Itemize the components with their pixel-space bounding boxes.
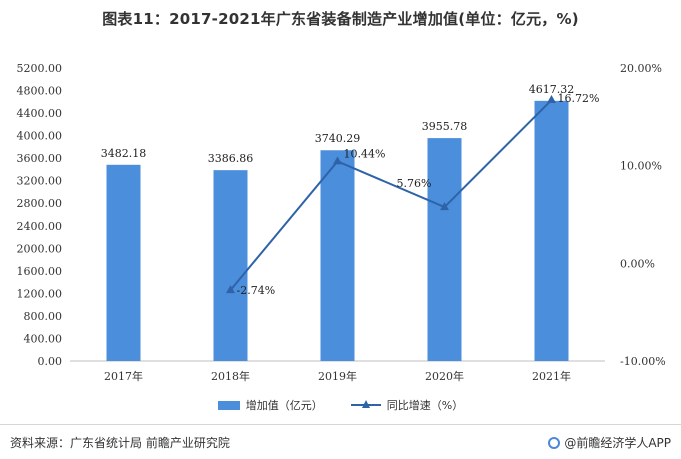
- y-right-tick-label: 0.00%: [620, 257, 655, 270]
- bar: [427, 138, 462, 361]
- y-left-tick-label: 400.00: [24, 332, 63, 345]
- y-left-tick-label: 1600.00: [17, 265, 63, 278]
- growth-value-label: 5.76%: [397, 177, 432, 190]
- growth-point: [440, 202, 449, 211]
- y-left-tick-label: 2800.00: [17, 197, 63, 210]
- y-right-tick-label: 10.00%: [620, 160, 662, 173]
- y-left-tick-label: 3200.00: [17, 175, 63, 188]
- bar: [213, 170, 248, 361]
- x-tick-label: 2018年: [211, 369, 250, 383]
- source-note: 资料来源：广东省统计局 前瞻产业研究院: [10, 436, 230, 450]
- bar-value-label: 4617.32: [529, 83, 575, 96]
- growth-value-label: 10.44%: [344, 147, 386, 160]
- growth-line: [229, 99, 553, 291]
- legend-line-swatch: [350, 400, 381, 410]
- y-axis-left: 0.00 400.00 800.00 1200.00 1600.00 2000.00 240…: [17, 62, 63, 368]
- bar-value-label: 3955.78: [422, 120, 468, 133]
- y-left-tick-label: 2400.00: [17, 220, 63, 233]
- growth-value-label: -2.74%: [237, 284, 276, 297]
- growth-point: [333, 156, 342, 165]
- brand-label: @前瞻经济学人APP: [564, 436, 671, 450]
- brand-logo-icon: [548, 436, 561, 449]
- line-series: [226, 95, 556, 294]
- y-left-tick-label: 4000.00: [17, 130, 63, 143]
- y-left-tick-label: 800.00: [24, 310, 63, 323]
- legend-bar-label: 增加值（亿元）: [245, 399, 323, 412]
- y-left-tick-label: 1200.00: [17, 287, 63, 300]
- y-right-tick-label: -10.00%: [620, 355, 666, 368]
- growth-point: [226, 285, 235, 294]
- x-tick-label: 2020年: [425, 369, 464, 383]
- bar-value-label: 3386.86: [208, 152, 254, 165]
- chart-title: 图表11：2017-2021年广东省装备制造产业增加值(单位：亿元，%): [102, 10, 579, 28]
- bar-series: [106, 100, 569, 361]
- bar: [106, 164, 141, 361]
- bar-value-label: 3482.18: [101, 147, 147, 160]
- x-tick-label: 2021年: [532, 369, 571, 383]
- line-data-labels: -2.74% 10.44% 5.76% 16.72%: [237, 92, 600, 297]
- x-axis: 2017年 2018年 2019年 2020年 2021年: [104, 369, 571, 383]
- bar-value-label: 3740.29: [315, 132, 361, 145]
- bar: [320, 150, 355, 361]
- y-left-tick-label: 5200.00: [17, 62, 63, 75]
- bar: [534, 100, 569, 361]
- y-left-tick-label: 0.00: [38, 355, 63, 368]
- y-right-tick-label: 20.00%: [620, 62, 662, 75]
- bar-data-labels: 3482.18 3386.86 3740.29 3955.78 4617.32: [101, 83, 575, 165]
- growth-point: [547, 95, 556, 104]
- x-tick-label: 2017年: [104, 369, 143, 383]
- y-left-tick-label: 2000.00: [17, 242, 63, 255]
- legend-bar-swatch: [217, 400, 240, 410]
- legend-item-line: 同比增速（%）: [350, 397, 464, 413]
- x-tick-label: 2019年: [318, 369, 357, 383]
- brand-credit: @前瞻经济学人APP: [548, 434, 671, 451]
- y-axis-right: -10.00% 0.00% 10.00% 20.00%: [620, 62, 666, 368]
- y-left-tick-label: 4800.00: [17, 85, 63, 98]
- legend-item-bar: 增加值（亿元）: [217, 397, 323, 413]
- footer: 资料来源：广东省统计局 前瞻产业研究院 @前瞻经济学人APP: [0, 424, 681, 459]
- legend: 增加值（亿元） 同比增速（%）: [0, 397, 681, 413]
- chart-area: 0.00 400.00 800.00 1200.00 1600.00 2000.00 240…: [17, 62, 666, 383]
- y-left-tick-label: 4400.00: [17, 107, 63, 120]
- growth-value-label: 16.72%: [558, 92, 600, 105]
- y-left-tick-label: 3600.00: [17, 152, 63, 165]
- legend-line-label: 同比增速（%）: [386, 399, 464, 412]
